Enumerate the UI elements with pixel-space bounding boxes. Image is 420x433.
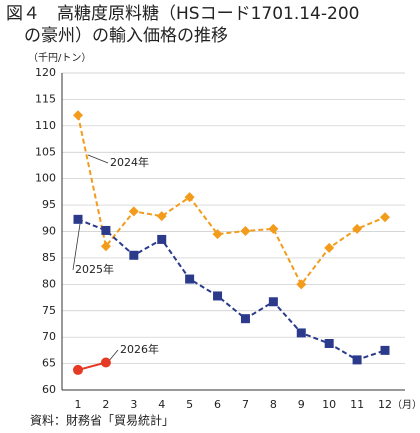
y-tick-label: 80 <box>42 277 56 290</box>
y-tick-label: 90 <box>42 225 56 238</box>
point <box>296 279 307 290</box>
point <box>213 291 223 301</box>
series-line <box>77 115 386 287</box>
point <box>73 214 83 224</box>
point <box>185 274 195 284</box>
point <box>268 223 279 234</box>
point <box>101 225 111 235</box>
y-tick-label: 120 <box>35 66 56 79</box>
y-tick-label: 65 <box>42 357 56 370</box>
point <box>156 211 167 222</box>
x-tick-label: 6 <box>214 398 221 411</box>
point <box>128 206 139 217</box>
y-tick-label: 70 <box>42 330 56 343</box>
point <box>352 223 363 234</box>
point <box>324 339 334 349</box>
x-tick-label: 11 <box>350 398 364 411</box>
y-tick-label: 60 <box>42 383 56 396</box>
source: 資料：財務省「貿易統計」 <box>30 413 174 428</box>
x-tick-label: 10 <box>322 398 336 411</box>
y-tick-label: 100 <box>35 172 56 185</box>
x-tick-label: 9 <box>298 398 305 411</box>
x-tick-label: 5 <box>186 398 193 411</box>
point <box>184 192 195 203</box>
series-label: 2026年 <box>120 342 159 356</box>
x-tick-label: 1 <box>75 398 82 411</box>
point <box>73 110 83 121</box>
point <box>296 328 306 338</box>
x-unit: （月） <box>392 399 420 411</box>
point <box>352 355 362 365</box>
chart-title: の豪州）の輸入価格の推移 <box>24 25 228 46</box>
point <box>268 297 278 307</box>
point <box>380 212 390 223</box>
point <box>240 225 251 236</box>
x-tick-label: 7 <box>242 398 249 411</box>
point <box>240 314 250 324</box>
point <box>380 345 390 355</box>
y-tick-label: 105 <box>35 145 56 158</box>
point <box>212 229 223 240</box>
y-tick-label: 75 <box>42 304 56 317</box>
x-tick-label: 2 <box>102 398 109 411</box>
series-label: 2025年 <box>75 262 114 276</box>
point <box>73 364 83 375</box>
x-tick-label: 12 <box>378 398 392 411</box>
y-tick-label: 110 <box>35 119 56 132</box>
point <box>100 241 111 252</box>
leader-line <box>72 223 81 271</box>
x-tick-label: 4 <box>158 398 165 411</box>
leader-line <box>87 154 109 164</box>
point <box>157 234 167 244</box>
chart-title: 図４ 高糖度原料糖（HSコード1701.14-200 <box>6 4 359 24</box>
series-line <box>77 218 386 361</box>
y-tick-label: 85 <box>42 251 56 264</box>
point <box>324 242 335 253</box>
y-unit: （千円/トン） <box>28 52 91 64</box>
x-tick-label: 3 <box>130 398 137 411</box>
point <box>100 357 111 368</box>
series-label: 2024年 <box>110 155 149 169</box>
point <box>129 250 139 260</box>
x-tick-label: 8 <box>270 398 277 411</box>
y-tick-label: 95 <box>42 198 56 211</box>
y-tick-label: 115 <box>35 92 56 105</box>
